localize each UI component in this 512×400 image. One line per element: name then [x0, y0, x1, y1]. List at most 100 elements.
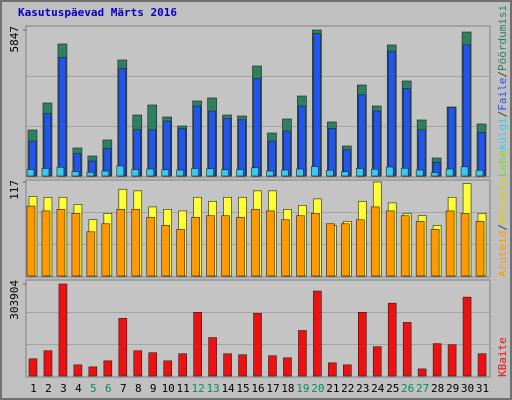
bar [372, 346, 382, 377]
x-tick-label: 20 [311, 382, 324, 395]
bar [477, 132, 486, 177]
x-tick-label: 1 [30, 382, 37, 395]
bar [266, 210, 275, 277]
x-tick-label: 10 [162, 382, 175, 395]
bar [208, 337, 217, 377]
bar [223, 353, 232, 377]
bar [432, 343, 442, 377]
bar [253, 313, 262, 377]
bar [357, 312, 367, 377]
bar [148, 352, 158, 377]
bar [372, 110, 381, 177]
bar [343, 364, 352, 377]
bar [415, 221, 425, 277]
bar [133, 129, 142, 177]
bar [178, 128, 186, 177]
bar [415, 169, 424, 177]
bar [131, 209, 141, 277]
bar [311, 166, 319, 177]
bar [116, 165, 125, 177]
bar [268, 355, 277, 377]
bar [26, 205, 36, 277]
bar [221, 215, 230, 277]
x-tick-label: 18 [281, 382, 294, 395]
bar [43, 113, 52, 177]
legend: Aruteid/Külastajaid [496, 151, 509, 277]
x-tick-label: 19 [296, 382, 309, 395]
bar [176, 229, 185, 277]
bar [385, 210, 395, 277]
bar [163, 120, 172, 177]
x-tick-label: 14 [221, 382, 235, 395]
bar [283, 130, 291, 177]
y-tick-label: 117 [8, 180, 21, 200]
bar [477, 353, 487, 377]
bar [430, 229, 440, 277]
x-tick-label: 13 [206, 382, 219, 395]
bar [41, 210, 51, 277]
bar [238, 119, 246, 177]
bar [146, 217, 156, 277]
bar [460, 213, 470, 277]
x-tick-label: 25 [386, 382, 399, 395]
legend: KBaite [496, 337, 509, 377]
bar [387, 302, 397, 377]
bar [298, 105, 306, 177]
bar [462, 296, 472, 377]
x-tick-label: 5 [90, 382, 97, 395]
x-tick-label: 8 [135, 382, 142, 395]
x-tick-label: 30 [461, 382, 474, 395]
bar [417, 129, 426, 177]
bar [266, 170, 274, 177]
bar [56, 209, 66, 277]
legend-separator: / [496, 224, 509, 231]
bar [161, 225, 171, 277]
bar [58, 57, 67, 177]
legend: Lehekülgi/Faile/Pöördumisi [496, 5, 509, 177]
x-tick-label: 26 [401, 382, 414, 395]
legend-separator: / [496, 71, 509, 78]
legend-entry: Lehekülgi [496, 117, 509, 177]
bar [355, 219, 365, 277]
bar [191, 168, 199, 177]
x-tick-label: 12 [192, 382, 205, 395]
legend-entry: Külastajaid [496, 151, 509, 224]
bar [281, 219, 290, 277]
x-tick-label: 6 [105, 382, 112, 395]
bar [86, 171, 95, 177]
bar [208, 110, 216, 177]
bar [221, 169, 229, 177]
x-tick-label: 24 [371, 382, 385, 395]
bar [133, 350, 143, 377]
bar [326, 169, 334, 177]
bar [73, 364, 83, 377]
y-tick-label: 303904 [8, 280, 21, 320]
bar [116, 209, 126, 277]
bar [86, 231, 96, 277]
x-tick-label: 4 [75, 382, 82, 395]
x-tick-label: 2 [45, 382, 52, 395]
bar [475, 169, 484, 177]
bar [131, 169, 140, 177]
bar [88, 366, 98, 377]
bar [193, 105, 201, 177]
bar [71, 171, 80, 177]
bar [101, 223, 111, 277]
x-tick-label: 27 [416, 382, 429, 395]
bar [417, 368, 427, 377]
bar [400, 215, 410, 277]
x-tick-label: 15 [236, 382, 249, 395]
x-tick-label: 9 [150, 382, 157, 395]
bar [118, 68, 127, 177]
bar [71, 213, 81, 277]
bar [251, 167, 259, 177]
legend-entry: Aruteid [496, 231, 509, 277]
bar [238, 354, 247, 377]
bar [298, 330, 307, 377]
bar [385, 166, 394, 177]
bar [26, 169, 35, 177]
bar [313, 290, 322, 377]
bar [313, 33, 321, 177]
bar [445, 168, 454, 177]
x-tick-label: 31 [476, 382, 489, 395]
